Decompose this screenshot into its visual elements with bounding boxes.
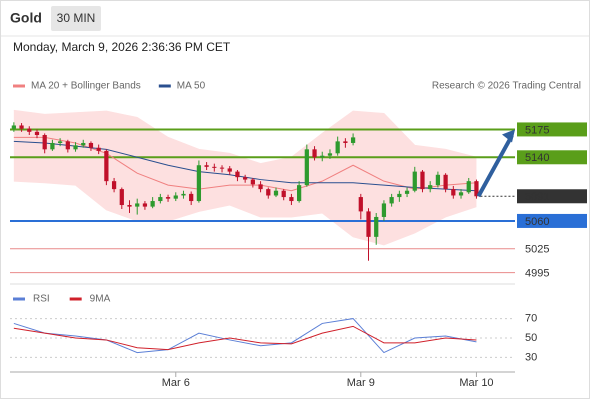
arrow-head bbox=[502, 129, 515, 143]
candle-body bbox=[335, 141, 340, 154]
candle-body bbox=[435, 174, 441, 186]
level-label: 5060 bbox=[525, 216, 549, 228]
timestamp: Monday, March 9, 2026 2:36:36 PM CET bbox=[13, 40, 231, 54]
candle-body bbox=[389, 197, 394, 204]
candle-body bbox=[420, 171, 425, 190]
candle-body bbox=[119, 189, 124, 206]
candle-body bbox=[142, 203, 148, 207]
candle-body bbox=[235, 171, 240, 178]
candle-body bbox=[474, 181, 479, 197]
candle-body bbox=[111, 181, 117, 190]
candle-body bbox=[11, 125, 16, 129]
candle-body bbox=[127, 205, 132, 207]
bollinger-lower bbox=[13, 180, 477, 246]
candle-body bbox=[27, 128, 32, 132]
level-label-box bbox=[517, 189, 587, 204]
y-tick-label: 30 bbox=[525, 351, 537, 363]
x-tick-label: Mar 10 bbox=[459, 377, 493, 389]
candle-body bbox=[81, 142, 86, 146]
candle-body bbox=[173, 195, 178, 199]
candle-body bbox=[96, 147, 101, 151]
legend-label: 9MA bbox=[90, 294, 111, 305]
level-label: 4995 bbox=[525, 268, 549, 280]
candle-body bbox=[281, 190, 286, 198]
candle-body bbox=[381, 203, 387, 217]
rsi-line bbox=[13, 325, 477, 351]
y-tick-label: 50 bbox=[525, 332, 537, 344]
candle-body bbox=[104, 150, 109, 182]
candle-body bbox=[42, 135, 47, 150]
candle-body bbox=[57, 141, 63, 143]
level-label: 5140 bbox=[525, 152, 549, 164]
candle-body bbox=[289, 197, 294, 202]
candle-body bbox=[412, 171, 417, 191]
level-label: 5025 bbox=[525, 244, 549, 256]
level-label-box bbox=[517, 213, 587, 228]
candle-body bbox=[250, 179, 255, 185]
level-label-box bbox=[517, 122, 587, 137]
candle-body bbox=[320, 155, 325, 158]
legend-label: MA 20 + Bollinger Bands bbox=[31, 81, 141, 92]
candle-body bbox=[165, 197, 171, 199]
candle-body bbox=[312, 149, 317, 158]
candle-body bbox=[397, 193, 402, 198]
forecast-arrow bbox=[476, 134, 514, 198]
candle-body bbox=[358, 197, 363, 212]
candle-body bbox=[50, 142, 55, 150]
candle-body bbox=[204, 165, 209, 167]
candle-body bbox=[258, 184, 263, 190]
legend-label: MA 50 bbox=[177, 81, 206, 92]
candle-body bbox=[428, 185, 433, 190]
candle-body bbox=[135, 203, 140, 207]
candle-body bbox=[343, 141, 348, 143]
credit: Research © 2026 Trading Central bbox=[432, 81, 581, 92]
candle-body bbox=[34, 131, 40, 136]
candle-body bbox=[196, 165, 202, 202]
candle-body bbox=[158, 197, 163, 202]
candle-body bbox=[181, 193, 186, 196]
candle-body bbox=[466, 181, 471, 193]
candle-body bbox=[219, 167, 225, 169]
level-label: 5175 bbox=[525, 124, 549, 136]
candle-body bbox=[458, 192, 464, 196]
candle-body bbox=[19, 125, 24, 129]
interval-label[interactable]: 30 MIN bbox=[57, 11, 96, 25]
candle-body bbox=[150, 201, 155, 207]
candle-body bbox=[189, 193, 194, 202]
instrument-title: Gold bbox=[10, 10, 42, 26]
candle-body bbox=[88, 142, 94, 148]
candle-body bbox=[366, 211, 371, 237]
x-tick-label: Mar 6 bbox=[162, 377, 190, 389]
interval-button[interactable] bbox=[51, 6, 101, 31]
candle-body bbox=[243, 177, 248, 180]
candle-body bbox=[266, 189, 271, 196]
candle-body bbox=[273, 190, 279, 196]
candle-body bbox=[304, 149, 309, 186]
candle-body bbox=[451, 189, 456, 196]
level-label: 5091 bbox=[525, 191, 549, 203]
y-tick-label: 70 bbox=[525, 312, 537, 324]
candle-body bbox=[327, 153, 333, 156]
candle-body bbox=[65, 141, 70, 150]
candle-body bbox=[73, 145, 78, 150]
candle-body bbox=[443, 174, 448, 190]
x-tick-label: Mar 9 bbox=[347, 377, 375, 389]
candle-body bbox=[227, 168, 232, 172]
candle-body bbox=[404, 190, 410, 194]
legend-label: RSI bbox=[33, 294, 50, 305]
candle-body bbox=[297, 185, 302, 202]
candle-body bbox=[212, 166, 217, 168]
rsi-line bbox=[13, 318, 477, 354]
candle-body bbox=[374, 216, 379, 237]
level-label-box bbox=[517, 150, 587, 165]
candle-body bbox=[350, 137, 356, 143]
